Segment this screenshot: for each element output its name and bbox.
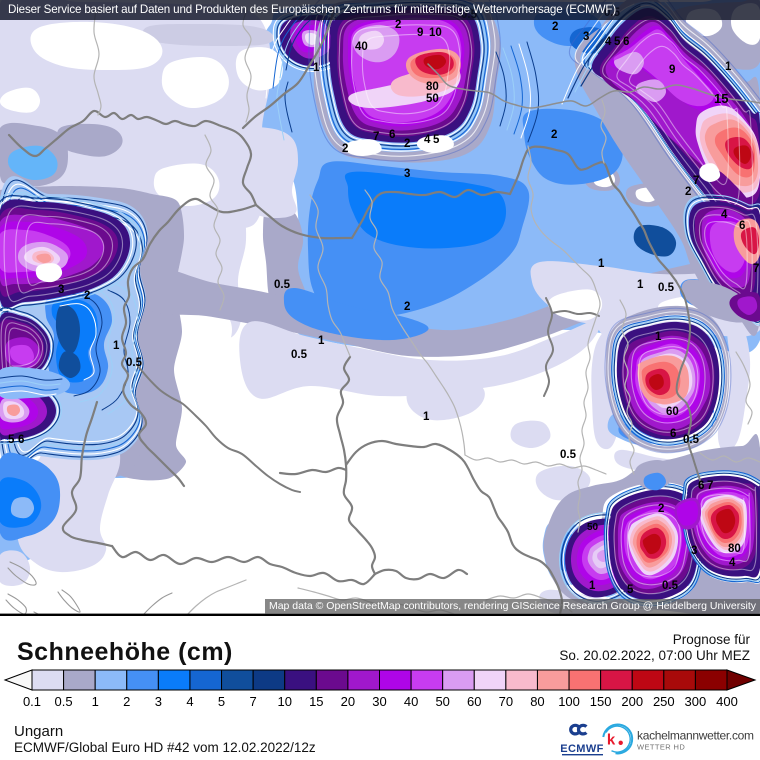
svg-text:4: 4 [605, 36, 612, 48]
svg-text:7: 7 [707, 480, 713, 492]
svg-text:1: 1 [589, 580, 596, 592]
svg-text:4: 4 [186, 694, 193, 709]
svg-text:70: 70 [499, 694, 513, 709]
svg-text:4: 4 [729, 557, 736, 569]
svg-text:2: 2 [84, 290, 90, 302]
svg-text:5: 5 [627, 584, 634, 596]
svg-text:2: 2 [404, 301, 410, 313]
svg-text:50: 50 [435, 694, 449, 709]
svg-text:2: 2 [395, 19, 401, 31]
svg-text:60: 60 [467, 694, 481, 709]
svg-text:4: 4 [721, 209, 728, 221]
svg-text:3: 3 [404, 168, 410, 180]
svg-text:40: 40 [404, 694, 418, 709]
svg-text:0.5: 0.5 [560, 449, 577, 461]
svg-text:15: 15 [309, 694, 323, 709]
svg-text:WETTER HD: WETTER HD [637, 743, 685, 752]
svg-text:7: 7 [250, 694, 257, 709]
svg-text:80: 80 [426, 81, 439, 93]
svg-text:1: 1 [423, 411, 430, 423]
svg-text:1: 1 [725, 61, 732, 73]
svg-text:5: 5 [614, 36, 621, 48]
svg-text:1: 1 [113, 340, 120, 352]
svg-text:15: 15 [714, 91, 728, 106]
svg-text:10: 10 [429, 27, 442, 39]
svg-text:30: 30 [372, 694, 386, 709]
svg-text:4: 4 [424, 134, 431, 146]
svg-text:2: 2 [551, 129, 557, 141]
svg-text:0.5: 0.5 [55, 694, 73, 709]
svg-text:1: 1 [655, 331, 662, 343]
svg-text:150: 150 [590, 694, 612, 709]
svg-text:2: 2 [123, 694, 130, 709]
svg-text:7: 7 [373, 131, 379, 143]
svg-text:0.5: 0.5 [291, 349, 308, 361]
svg-text:1: 1 [313, 62, 320, 74]
svg-text:0.5: 0.5 [274, 279, 291, 291]
svg-text:3: 3 [155, 694, 162, 709]
svg-text:50: 50 [587, 522, 599, 533]
svg-text:3: 3 [583, 31, 589, 43]
svg-text:9: 9 [417, 27, 423, 39]
svg-text:0.1: 0.1 [23, 694, 41, 709]
svg-text:2: 2 [658, 503, 664, 515]
svg-text:1: 1 [318, 335, 325, 347]
svg-text:0.5: 0.5 [658, 282, 675, 294]
svg-text:5: 5 [218, 694, 225, 709]
svg-text:60: 60 [666, 406, 679, 418]
svg-text:6: 6 [670, 428, 676, 440]
svg-text:kachelmannwetter.com: kachelmannwetter.com [637, 729, 754, 743]
svg-text:250: 250 [653, 694, 675, 709]
svg-text:6: 6 [698, 480, 704, 492]
svg-text:10: 10 [277, 694, 291, 709]
svg-text:3: 3 [58, 284, 64, 296]
svg-text:0.5: 0.5 [662, 580, 679, 592]
svg-text:200: 200 [621, 694, 643, 709]
svg-text:50: 50 [426, 93, 439, 105]
svg-text:2: 2 [552, 21, 558, 33]
svg-text:3: 3 [691, 545, 697, 557]
svg-text:5: 5 [433, 134, 440, 146]
svg-text:300: 300 [685, 694, 707, 709]
svg-text:0.5: 0.5 [683, 434, 700, 446]
svg-text:1: 1 [598, 258, 605, 270]
svg-text:80: 80 [530, 694, 544, 709]
svg-text:1: 1 [92, 694, 99, 709]
svg-text:6: 6 [739, 220, 745, 232]
svg-text:6: 6 [18, 434, 24, 446]
svg-text:0.5: 0.5 [126, 357, 143, 369]
svg-text:1: 1 [637, 279, 644, 291]
svg-text:80: 80 [728, 543, 741, 555]
svg-text:ECMWF: ECMWF [560, 743, 604, 755]
svg-text:2: 2 [404, 138, 410, 150]
svg-text:2: 2 [685, 186, 691, 198]
svg-text:6: 6 [389, 129, 395, 141]
svg-text:400: 400 [716, 694, 738, 709]
svg-text:9: 9 [669, 64, 675, 76]
svg-text:100: 100 [558, 694, 580, 709]
svg-text:7: 7 [753, 263, 759, 275]
svg-text:6: 6 [623, 36, 629, 48]
svg-text:k: k [607, 732, 616, 749]
svg-text:7: 7 [693, 175, 699, 187]
svg-text:40: 40 [355, 41, 368, 53]
svg-text:20: 20 [341, 694, 355, 709]
svg-text:2: 2 [342, 143, 348, 155]
svg-text:5: 5 [8, 434, 15, 446]
